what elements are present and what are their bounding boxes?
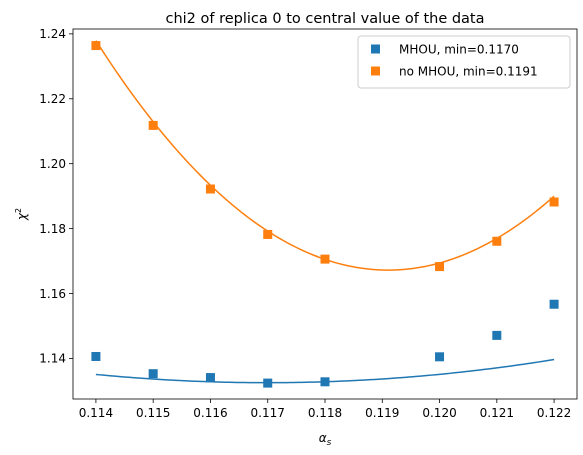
data-point-1: [148, 120, 158, 130]
x-tick-label: 0.115: [136, 406, 170, 420]
x-tick-label: 0.122: [537, 406, 571, 420]
y-axis-ticks: 1.14 1.16 1.18 1.20 1.22 1.24: [39, 27, 73, 366]
data-point-1: [263, 229, 273, 239]
data-markers: [91, 41, 559, 388]
x-tick-label: 0.120: [422, 406, 456, 420]
data-point-0: [435, 352, 445, 362]
y-tick-label: 1.22: [39, 92, 66, 106]
data-point-0: [205, 373, 215, 383]
x-axis-label: αs: [319, 431, 332, 448]
x-tick-label: 0.116: [193, 406, 227, 420]
x-axis-ticks: 0.114 0.115 0.116 0.117 0.118 0.119 0.120 0.121…: [79, 399, 571, 420]
x-tick-label: 0.119: [365, 406, 399, 420]
data-point-1: [549, 197, 559, 207]
y-tick-label: 1.14: [39, 352, 66, 366]
y-tick-label: 1.20: [39, 157, 66, 171]
x-tick-label: 0.114: [79, 406, 113, 420]
legend: MHOU, min=0.1170 no MHOU, min=0.1191: [357, 35, 571, 89]
y-tick-label: 1.24: [39, 27, 66, 41]
data-point-0: [549, 299, 559, 309]
legend-label-mhou: MHOU, min=0.1170: [399, 43, 519, 57]
data-point-1: [320, 254, 330, 264]
legend-label-no-mhou: no MHOU, min=0.1191: [399, 65, 538, 79]
fit-curves: [95, 40, 555, 384]
x-tick-label: 0.121: [480, 406, 514, 420]
data-point-0: [263, 378, 273, 388]
x-tick-label: 0.118: [308, 406, 342, 420]
data-point-1: [205, 184, 215, 194]
data-point-0: [91, 351, 101, 361]
data-point-1: [435, 262, 445, 272]
data-point-1: [91, 41, 101, 51]
data-point-0: [148, 369, 158, 379]
y-tick-label: 1.18: [39, 222, 66, 236]
legend-box: [357, 35, 571, 89]
legend-marker-no-mhou: [371, 66, 380, 76]
y-axis-label: χ2: [14, 208, 29, 221]
data-point-0: [320, 377, 330, 387]
x-tick-label: 0.117: [251, 406, 285, 420]
legend-marker-mhou: [371, 44, 380, 54]
data-point-1: [492, 236, 502, 246]
data-point-0: [492, 330, 502, 340]
y-tick-label: 1.16: [39, 287, 66, 301]
chart-title: chi2 of replica 0 to central value of th…: [165, 11, 484, 27]
